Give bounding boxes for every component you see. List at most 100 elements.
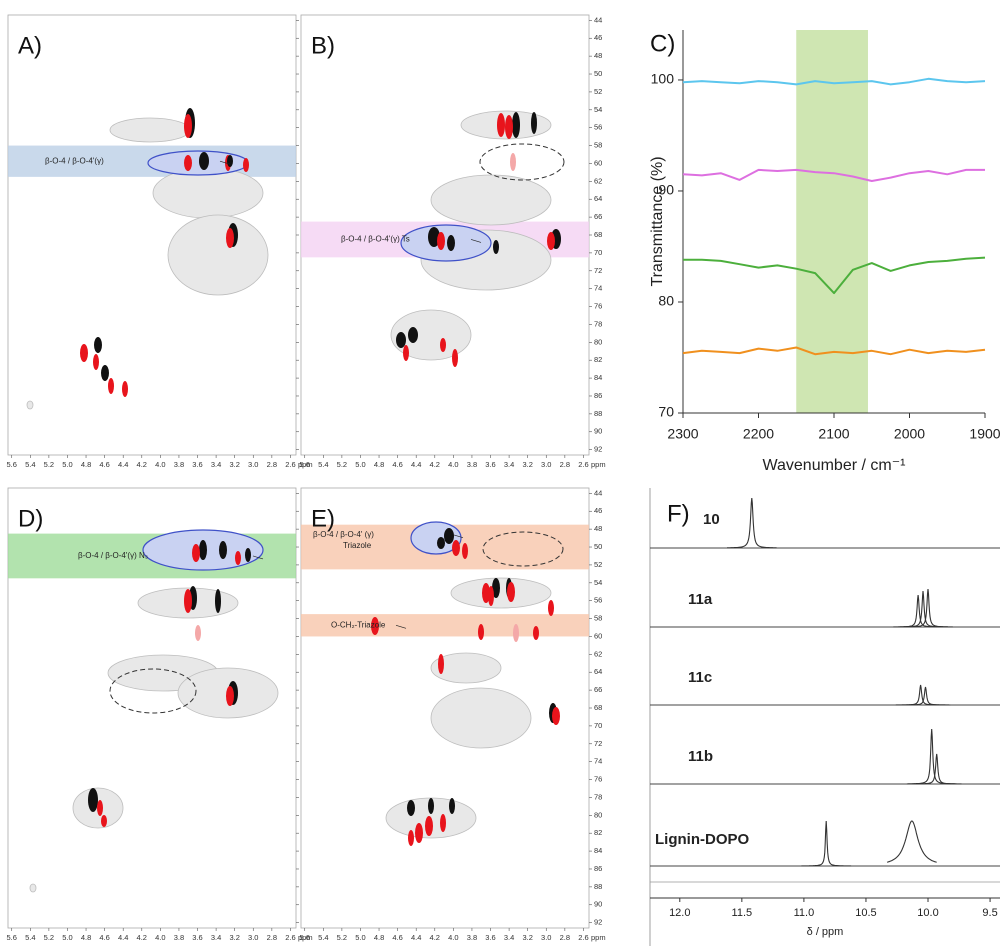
contour: [184, 114, 192, 138]
x-tick-label: 4.0: [448, 460, 458, 469]
contour: [101, 365, 109, 381]
leader-line: [452, 534, 464, 538]
y-tick-label: 50: [594, 69, 602, 78]
contour: [101, 815, 107, 827]
contour: [94, 337, 102, 353]
y-tick-label: 62: [594, 649, 602, 658]
y-tick-label: 72: [594, 739, 602, 748]
x-tick-label: 5.6: [299, 933, 309, 942]
x-tick-label: 9.5: [982, 907, 997, 919]
contour: [452, 540, 460, 556]
contour: [479, 143, 565, 181]
y-tick-label: 44: [594, 488, 602, 497]
contour: [505, 115, 513, 139]
contour: [80, 344, 88, 362]
y-tick-label: 50: [594, 542, 602, 551]
contour: [437, 537, 445, 549]
x-tick-label: 4.2: [430, 933, 440, 942]
y-tick-label: 84: [594, 373, 602, 382]
x-unit: ppm: [298, 933, 313, 942]
contour: [109, 117, 191, 143]
x-tick-label: 3.8: [467, 460, 477, 469]
contour: [109, 668, 197, 714]
y-tick-label: 48: [594, 524, 602, 533]
x-tick-label: 11.0: [794, 907, 815, 919]
trace-label: 11b: [688, 748, 713, 765]
x-tick-label: 3.0: [541, 933, 551, 942]
contour: [437, 232, 445, 250]
x-tick-label: 3.0: [541, 460, 551, 469]
y-tick-label: 46: [594, 33, 602, 42]
contour: [510, 153, 516, 171]
contour: [219, 541, 227, 559]
x-tick-label: 3.8: [174, 933, 184, 942]
x-tick-label: 2.8: [267, 460, 277, 469]
contour: [184, 155, 192, 171]
contour: [507, 582, 515, 602]
x-tick-label: 1900: [969, 426, 1000, 442]
x-tick-label: 3.8: [174, 460, 184, 469]
x-unit: ppm: [298, 460, 313, 469]
y-tick-label: 70: [594, 721, 602, 730]
x-tick-label: 4.6: [99, 460, 109, 469]
contour: [482, 531, 564, 567]
x-tick-label: 3.4: [504, 460, 514, 469]
x-tick-label: 5.0: [355, 933, 365, 942]
panel-label: B): [311, 32, 335, 59]
contour: [226, 228, 234, 248]
x-tick-label: 4.4: [411, 933, 421, 942]
x-tick-label: 4.2: [137, 460, 147, 469]
y-tick-label: 56: [594, 596, 602, 605]
band-sublabel: Triazole: [343, 541, 372, 550]
y-tick-label: 64: [594, 194, 602, 203]
nmr-peak: [903, 588, 953, 628]
trace-label: 10: [703, 511, 720, 528]
x-tick-label: 4.8: [374, 933, 384, 942]
y-tick-label: 82: [594, 355, 602, 364]
contour: [531, 112, 537, 134]
x-tick-label: 2.8: [560, 460, 570, 469]
contour: [482, 583, 490, 603]
x-tick-label: 2000: [894, 426, 925, 442]
y-tick-label: 60: [594, 631, 602, 640]
y-tick-label: 66: [594, 685, 602, 694]
contour: [243, 158, 249, 172]
contour: [548, 600, 554, 616]
spectrum-line: [682, 168, 985, 182]
contour: [245, 548, 251, 562]
contour: [26, 400, 34, 410]
y-tick-label: 74: [594, 284, 602, 293]
x-tick-label: 4.2: [430, 460, 440, 469]
x-tick-label: 3.4: [504, 933, 514, 942]
contour: [152, 167, 264, 219]
y-tick-label: 90: [594, 427, 602, 436]
y-tick-label: 52: [594, 560, 602, 569]
y-tick-label: 92: [594, 445, 602, 454]
x-tick-label: 2.6: [285, 460, 295, 469]
x-tick-label: 5.4: [318, 933, 328, 942]
band-label: O-CH₂-Triazole: [331, 620, 386, 629]
y-tick-label: 76: [594, 775, 602, 784]
y-tick-label: 54: [594, 578, 602, 587]
trace-label: 11c: [688, 669, 712, 686]
x-tick-label: 2.6: [578, 460, 588, 469]
contour: [400, 224, 492, 262]
x-tick-label: 3.4: [211, 460, 221, 469]
contour: [29, 883, 37, 893]
y-tick-label: 82: [594, 828, 602, 837]
contour: [93, 354, 99, 370]
contour: [415, 823, 423, 843]
contour: [199, 540, 207, 560]
y-tick-label: 80: [594, 810, 602, 819]
leader-line: [395, 624, 407, 629]
contour: [547, 232, 555, 250]
x-tick-label: 3.2: [522, 933, 532, 942]
contour: [428, 798, 434, 814]
contour: [408, 830, 414, 846]
y-tick-label: 80: [658, 293, 674, 309]
contour: [493, 240, 499, 254]
x-tick-label: 2300: [667, 426, 698, 442]
y-tick-label: 54: [594, 105, 602, 114]
x-tick-label: 4.6: [99, 933, 109, 942]
